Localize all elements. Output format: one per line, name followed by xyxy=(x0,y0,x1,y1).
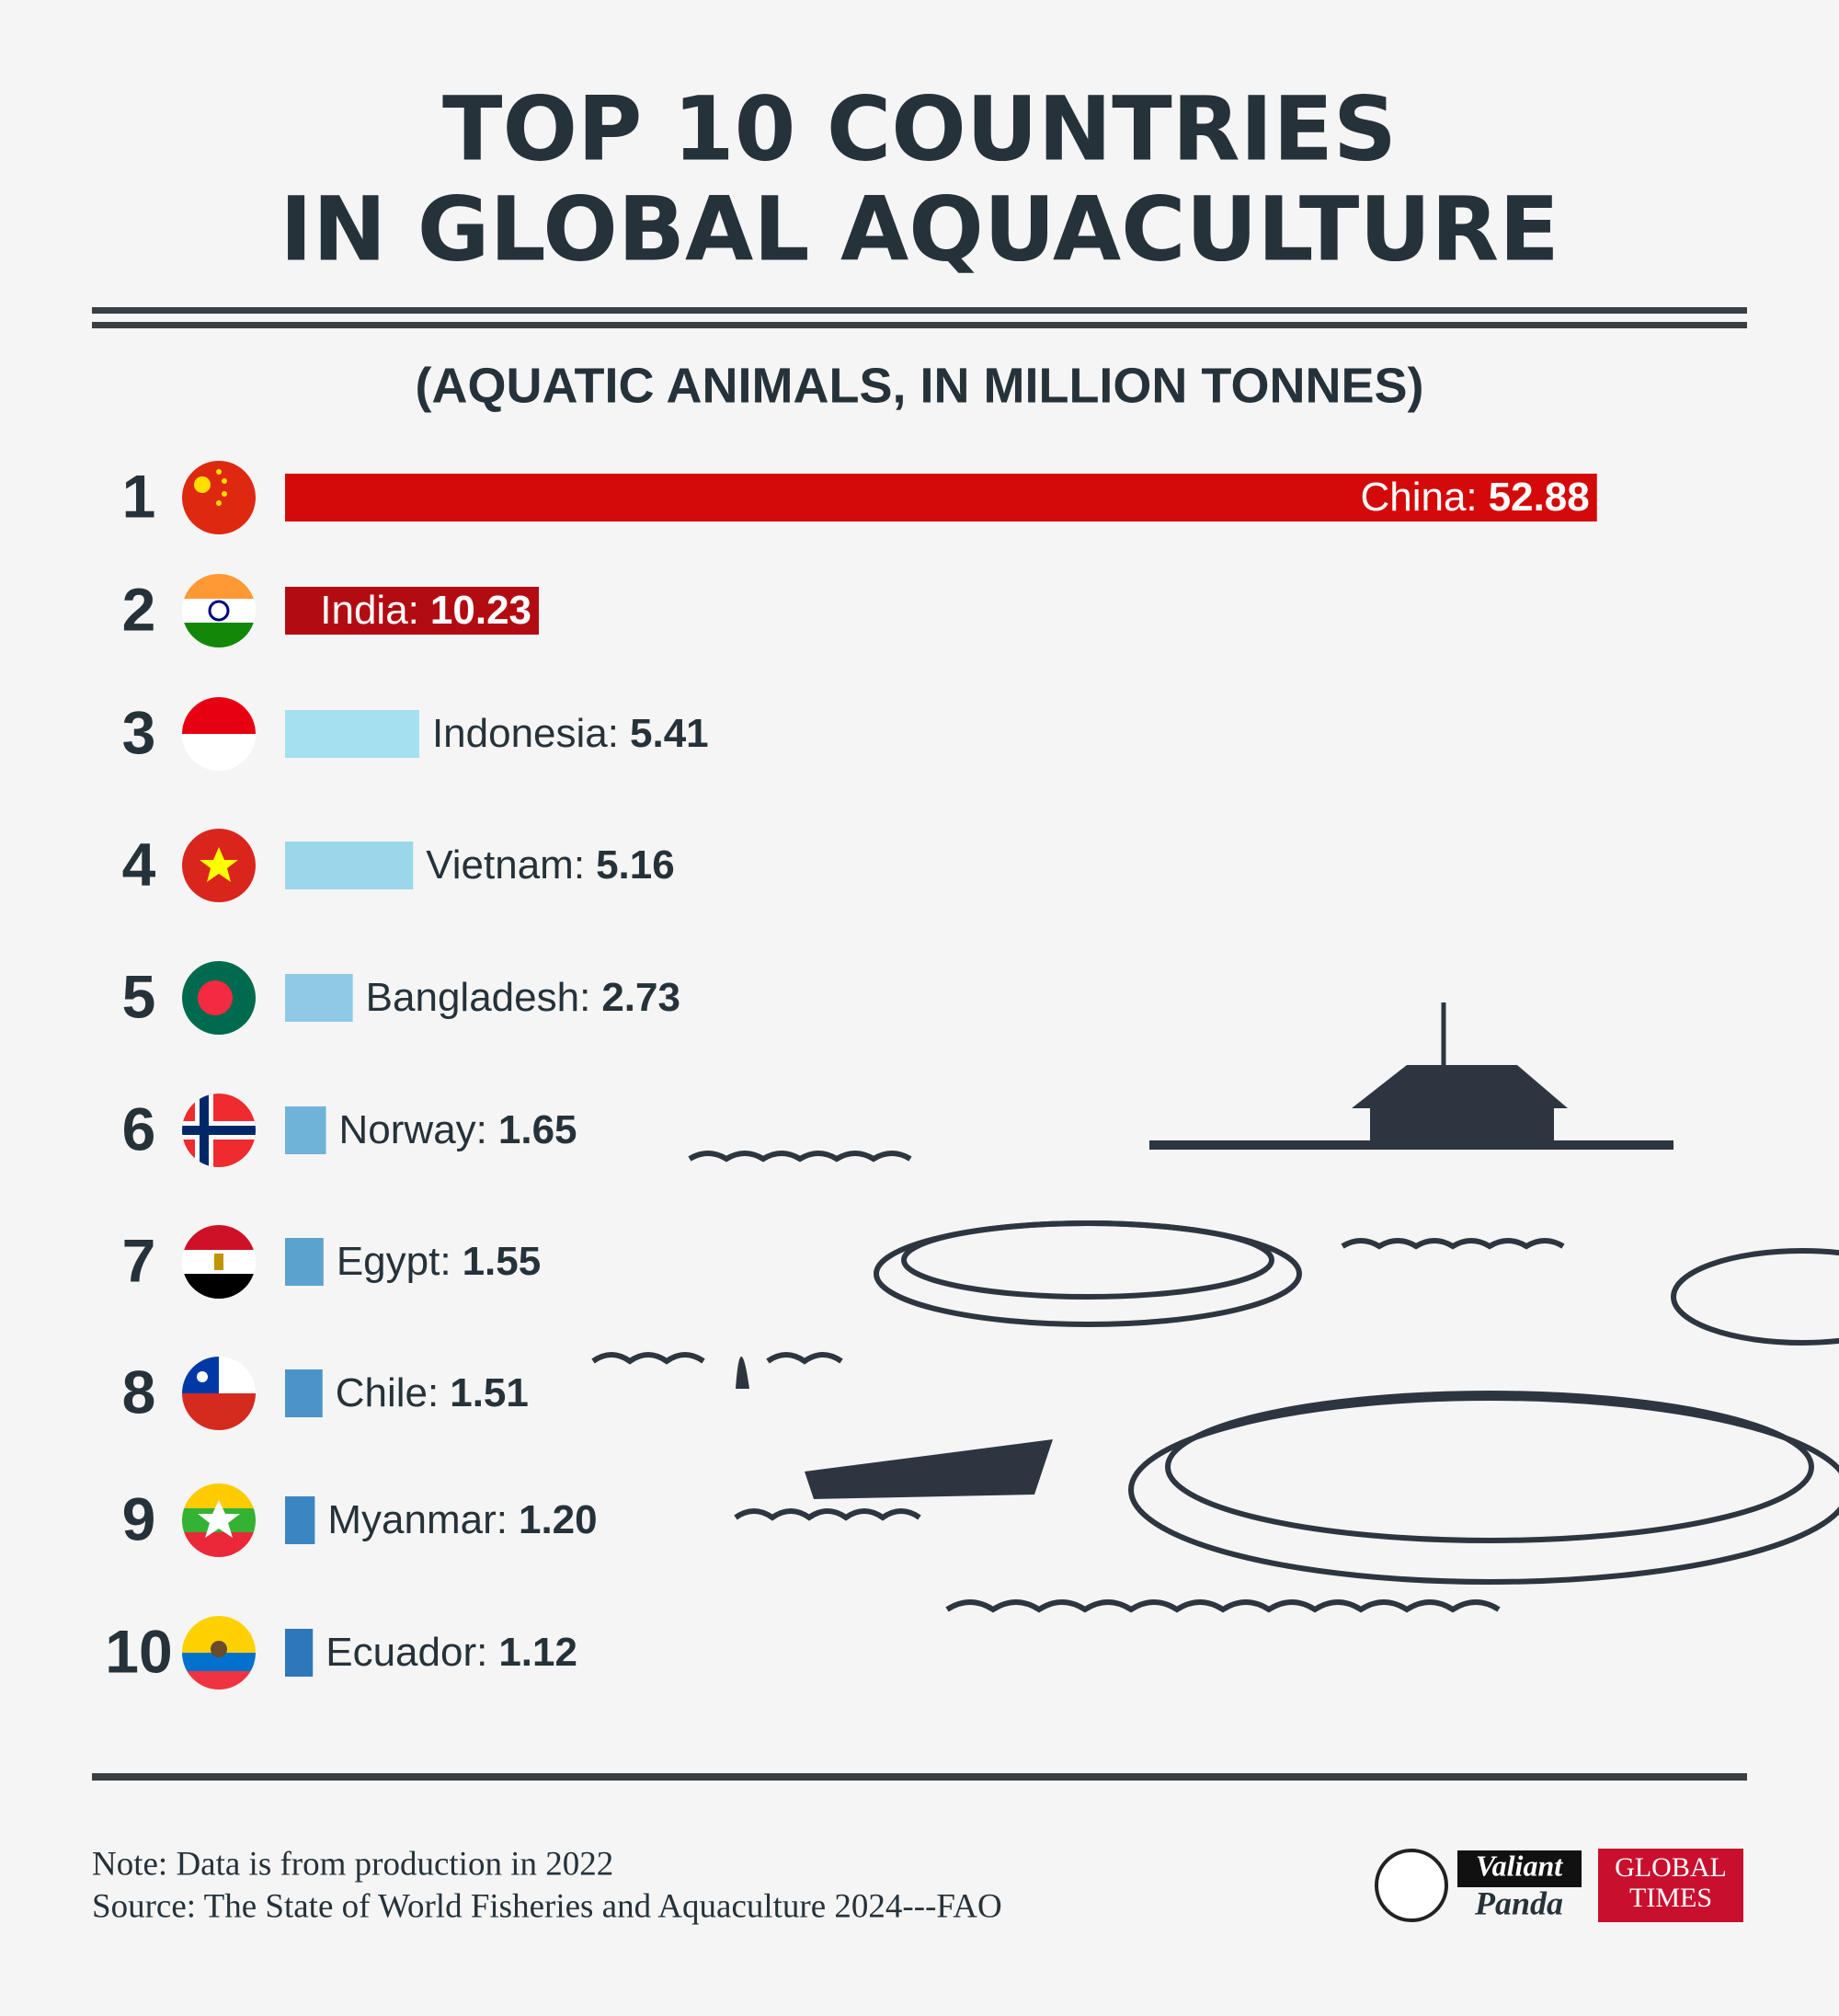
bar xyxy=(285,710,419,758)
category-label: Bangladesh: xyxy=(366,975,591,1020)
value-label: 52.88 xyxy=(1489,475,1590,520)
value-label: 5.41 xyxy=(630,711,709,756)
value-label: 1.51 xyxy=(450,1370,529,1415)
bar-label: China: 52.88 xyxy=(1360,475,1589,520)
bar-label: Bangladesh: 2.73 xyxy=(366,975,680,1020)
category-label: Vietnam: xyxy=(426,842,585,888)
bar xyxy=(285,1496,315,1544)
value-label: 1.12 xyxy=(498,1630,577,1675)
bar xyxy=(285,1629,314,1677)
chart-title: IN GLOBAL AQUACULTURE xyxy=(280,178,1559,281)
category-label: India: xyxy=(320,588,419,633)
logos: Valiant Panda GLOBAL TIMES xyxy=(1375,1849,1743,1922)
logo-text: Valiant xyxy=(1476,1849,1563,1882)
chart-title: TOP 10 COUNTRIES xyxy=(442,77,1397,180)
category-label: Chile: xyxy=(336,1370,440,1415)
bar xyxy=(285,474,1597,521)
rank: 7 xyxy=(122,1226,156,1294)
logo-text: GLOBAL xyxy=(1615,1852,1727,1883)
value-label: 1.55 xyxy=(463,1239,542,1284)
rule xyxy=(92,322,1747,328)
bar xyxy=(285,1369,323,1417)
bar-label: India: 10.23 xyxy=(320,588,531,633)
rank: 2 xyxy=(122,575,156,643)
rank: 6 xyxy=(122,1094,156,1163)
value-label: 5.16 xyxy=(596,842,675,888)
note: Note: Data is from production in 2022 xyxy=(92,1845,613,1883)
category-label: Indonesia: xyxy=(432,711,619,756)
bar xyxy=(285,587,540,635)
logo-text: Panda xyxy=(1474,1884,1563,1921)
rank: 3 xyxy=(122,698,156,766)
bar-label: Norway: 1.65 xyxy=(339,1107,577,1152)
bar-label: Vietnam: 5.16 xyxy=(426,842,674,888)
source: Source: The State of World Fisheries and… xyxy=(92,1887,1002,1925)
bar-label: Indonesia: 5.41 xyxy=(432,711,709,756)
bar xyxy=(285,1106,326,1154)
value-label: 10.23 xyxy=(430,588,531,633)
value-label: 1.65 xyxy=(498,1107,577,1152)
bar xyxy=(285,1238,324,1286)
category-label: Egypt: xyxy=(337,1239,451,1284)
category-label: Myanmar: xyxy=(327,1497,508,1542)
rule xyxy=(92,307,1747,314)
category-label: Norway: xyxy=(339,1107,487,1152)
bar-label: Egypt: 1.55 xyxy=(337,1239,541,1284)
rank: 9 xyxy=(122,1484,156,1552)
bar xyxy=(285,974,353,1022)
bar-label: Ecuador: 1.12 xyxy=(326,1630,577,1675)
rank: 1 xyxy=(122,462,156,530)
rank: 8 xyxy=(122,1357,156,1426)
logo-text: TIMES xyxy=(1629,1883,1712,1913)
category-label: Ecuador: xyxy=(326,1630,487,1675)
bar xyxy=(285,842,414,889)
rank: 10 xyxy=(105,1617,172,1685)
subtitle: (AQUATIC ANIMALS, IN MILLION TONNES) xyxy=(416,358,1424,413)
bar-label: Chile: 1.51 xyxy=(336,1370,529,1415)
bar-label: Myanmar: 1.20 xyxy=(327,1497,597,1542)
flags xyxy=(182,461,256,1690)
rank: 5 xyxy=(122,962,156,1030)
rule xyxy=(92,1773,1747,1781)
category-label: China: xyxy=(1360,475,1477,520)
rank: 4 xyxy=(122,830,156,898)
value-label: 1.20 xyxy=(519,1497,598,1542)
value-label: 2.73 xyxy=(601,975,680,1020)
illustration xyxy=(591,1002,1839,1613)
